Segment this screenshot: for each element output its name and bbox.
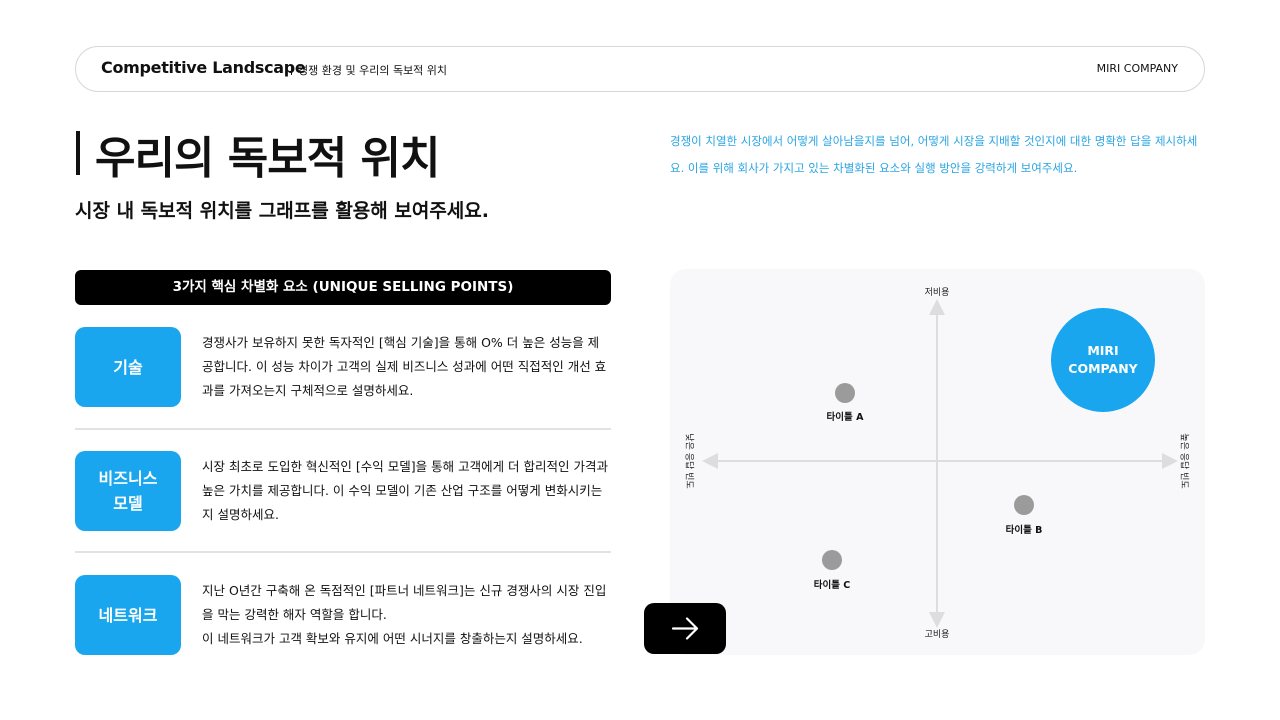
description: 경쟁이 치열한 시장에서 어떻게 살아남을지를 넘어, 어떻게 시장을 지배할 … [670,134,1198,175]
page-title: 우리의 독보적 위치 [95,133,440,184]
brand: MIRI COMPANY [1096,62,1178,75]
company-label: MIRI COMPANY [1068,343,1138,376]
header-title: Competitive Landscape [101,58,306,77]
competitor-dot [835,383,855,403]
usp-text: 지난 O년간 구축해 온 독점적인 [파트너 네트워크]는 신규 경쟁사의 시장… [202,583,607,646]
competitor-label: 타이틀 B [1005,525,1043,536]
usp-text: 경쟁사가 보유하지 못한 독자적인 [핵심 기술]을 통해 O% 더 높은 성능… [202,335,607,398]
header-bar [75,46,1205,92]
competitor-dot [1014,495,1034,515]
usp-label: 비즈니스 모델 [75,451,181,531]
usp-text: 시장 최초로 도입한 혁신적인 [수익 모델]을 통해 고객에게 더 합리적인 … [202,459,608,522]
usp-label: 네트워크 [75,575,181,655]
separator [75,551,611,553]
header-subtitle: 경쟁 환경 및 우리의 독보적 위치 [291,62,447,78]
competitor-label: 타이틀 A [826,412,864,423]
title-accent [76,131,80,175]
competitor-label: 타이틀 C [813,580,851,591]
competitor-dot [822,550,842,570]
axis-label: 저비용 [924,288,950,298]
axis-label: 높은 응답 빈도 [1178,433,1189,489]
company-marker: MIRI COMPANY [1051,308,1155,412]
usp-label: 기술 [75,327,181,407]
arrow-icon [671,617,699,640]
axis-label: 고비용 [924,630,950,640]
map-axes [702,299,1178,628]
next-button[interactable] [644,603,726,654]
usp-title: 3가지 핵심 차별화 요소 (UNIQUE SELLING POINTS) [75,270,611,305]
separator [75,428,611,430]
axis-label: 낮은 응답 빈도 [683,433,694,489]
page-subtitle: 시장 내 독보적 위치를 그래프를 활용해 보여주세요. [75,200,489,222]
